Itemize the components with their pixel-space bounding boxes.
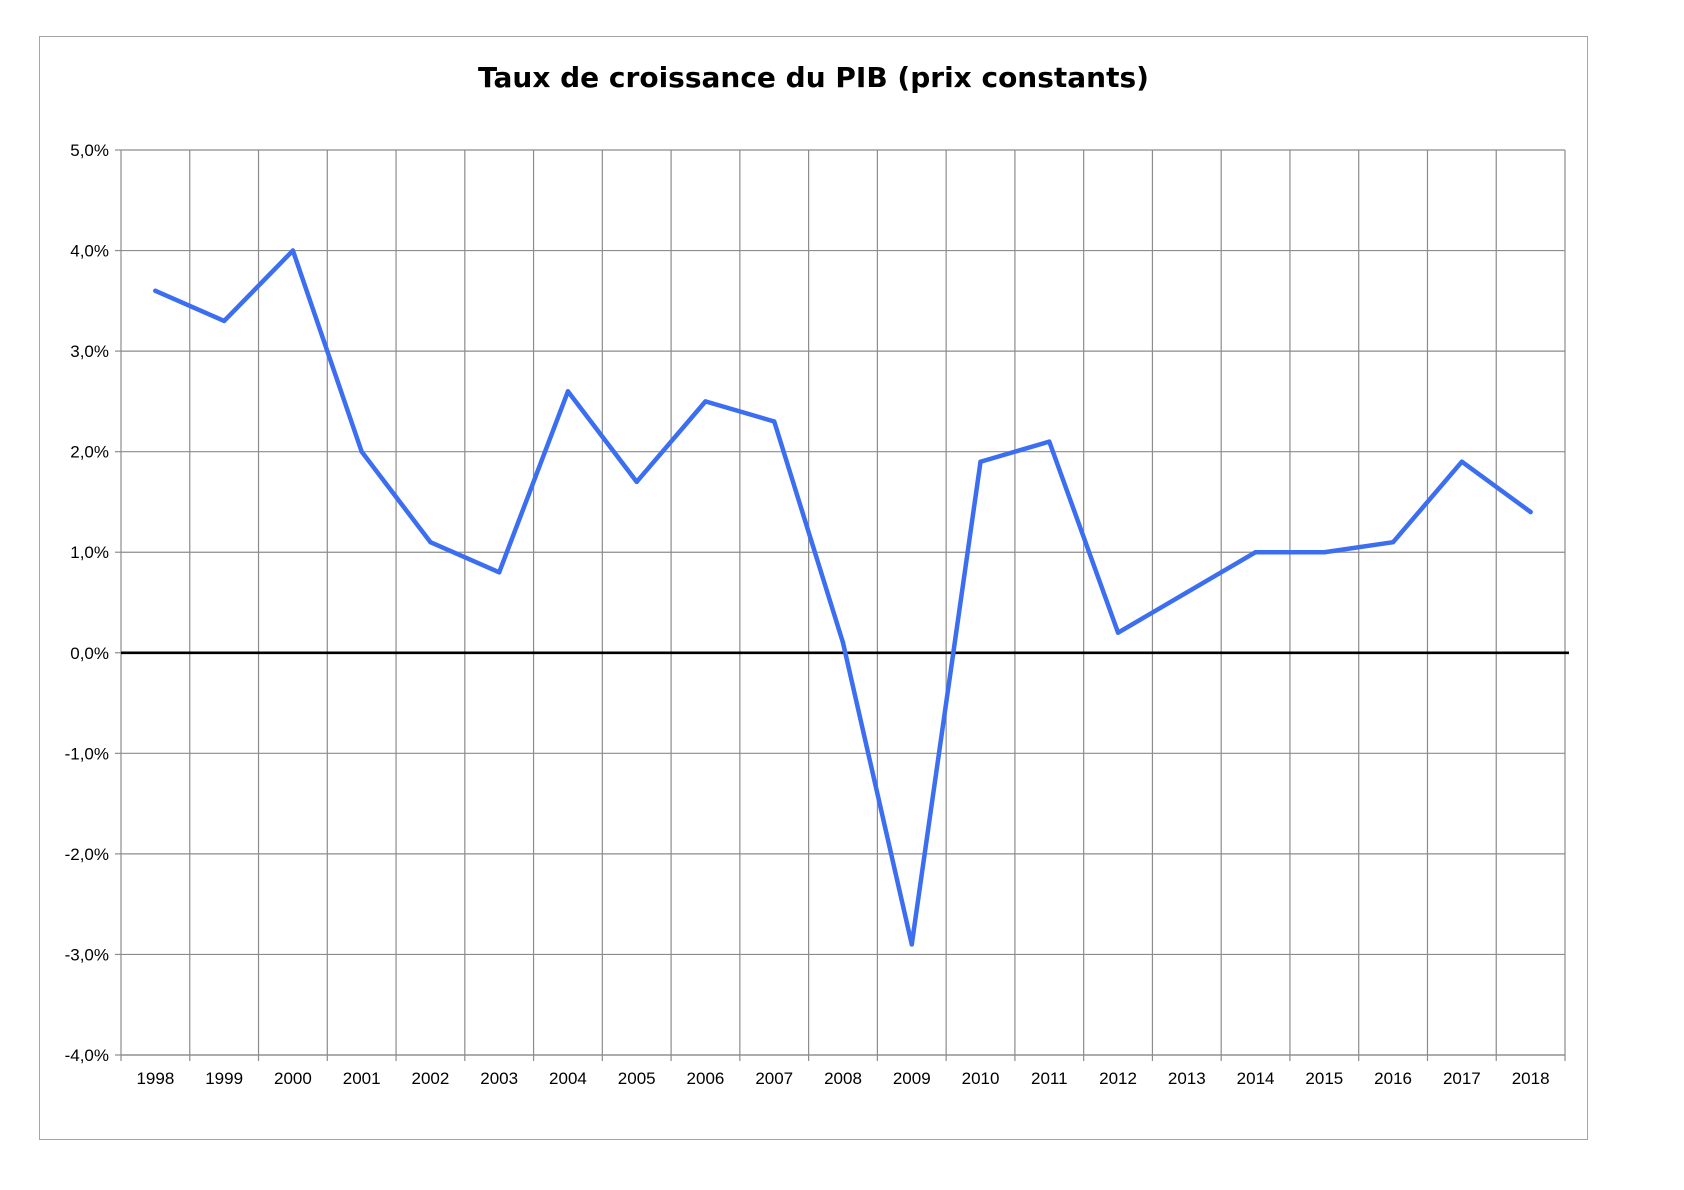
data-point xyxy=(565,389,571,394)
x-tick-label: 2008 xyxy=(824,1069,862,1088)
data-point xyxy=(290,248,296,253)
y-tick-label: -2,0% xyxy=(65,845,109,864)
x-tick-label: 2016 xyxy=(1374,1069,1412,1088)
data-point xyxy=(840,640,846,645)
x-tick-label: 2002 xyxy=(412,1069,450,1088)
data-point xyxy=(1115,630,1121,635)
data-point xyxy=(703,399,708,404)
y-tick-label: 1,0% xyxy=(70,543,109,562)
data-point xyxy=(634,479,639,485)
data-point xyxy=(772,419,777,424)
data-point xyxy=(1184,590,1190,595)
chart-frame: Taux de croissance du PIB (prix constant… xyxy=(39,36,1588,1140)
x-tick-label: 2010 xyxy=(962,1069,1000,1088)
data-point xyxy=(1047,439,1052,444)
data-point xyxy=(1390,539,1396,545)
data-point xyxy=(909,942,914,947)
x-tick-label: 2003 xyxy=(480,1069,518,1088)
x-tick-label: 2005 xyxy=(618,1069,656,1088)
x-tick-label: 2001 xyxy=(343,1069,381,1088)
x-tick-label: 2007 xyxy=(755,1069,793,1088)
data-point xyxy=(1253,550,1258,555)
data-point xyxy=(1459,459,1465,464)
y-tick-label: 4,0% xyxy=(70,242,109,261)
y-tick-label: 3,0% xyxy=(70,342,109,361)
data-point xyxy=(978,459,983,464)
data-point xyxy=(496,570,502,575)
x-tick-label: 1998 xyxy=(136,1069,174,1088)
y-tick-label: 2,0% xyxy=(70,443,109,462)
x-tick-label: 2017 xyxy=(1443,1069,1481,1088)
data-point xyxy=(428,539,433,545)
y-tick-label: 0,0% xyxy=(70,644,109,663)
x-tick-label: 2014 xyxy=(1237,1069,1275,1088)
data-point xyxy=(221,318,227,324)
x-tick-label: 2009 xyxy=(893,1069,931,1088)
axis-layer xyxy=(115,149,1569,1056)
data-point xyxy=(1528,509,1533,515)
data-point xyxy=(1322,550,1327,555)
y-tick-label: 5,0% xyxy=(70,141,109,160)
x-tick-label: 2000 xyxy=(274,1069,312,1088)
x-tick-label: 1999 xyxy=(205,1069,243,1088)
series-line-0 xyxy=(153,248,1533,947)
data-point xyxy=(359,449,364,454)
x-tick-label: 2018 xyxy=(1512,1069,1550,1088)
x-tick-label: 2012 xyxy=(1099,1069,1137,1088)
data-point xyxy=(153,288,158,293)
y-tick-label: -1,0% xyxy=(65,744,109,763)
x-tick-label: 2011 xyxy=(1031,1069,1068,1088)
x-tick-label: 2006 xyxy=(687,1069,725,1088)
x-tick-label: 2004 xyxy=(549,1069,587,1088)
label-layer: 5,0% 4,0% 3,0% 2,0% 1,0% 0,0% -1,0% -2,0% -3,0% -… xyxy=(65,141,1550,1088)
series-layer xyxy=(153,248,1533,947)
y-tick-label: -4,0% xyxy=(65,1046,109,1065)
chart-title: Taux de croissance du PIB (prix constant… xyxy=(478,61,1149,94)
x-tick-label: 2013 xyxy=(1168,1069,1206,1088)
x-tick-label: 2015 xyxy=(1305,1069,1343,1088)
y-tick-label: -3,0% xyxy=(65,945,109,964)
grid-layer xyxy=(120,149,1566,1061)
